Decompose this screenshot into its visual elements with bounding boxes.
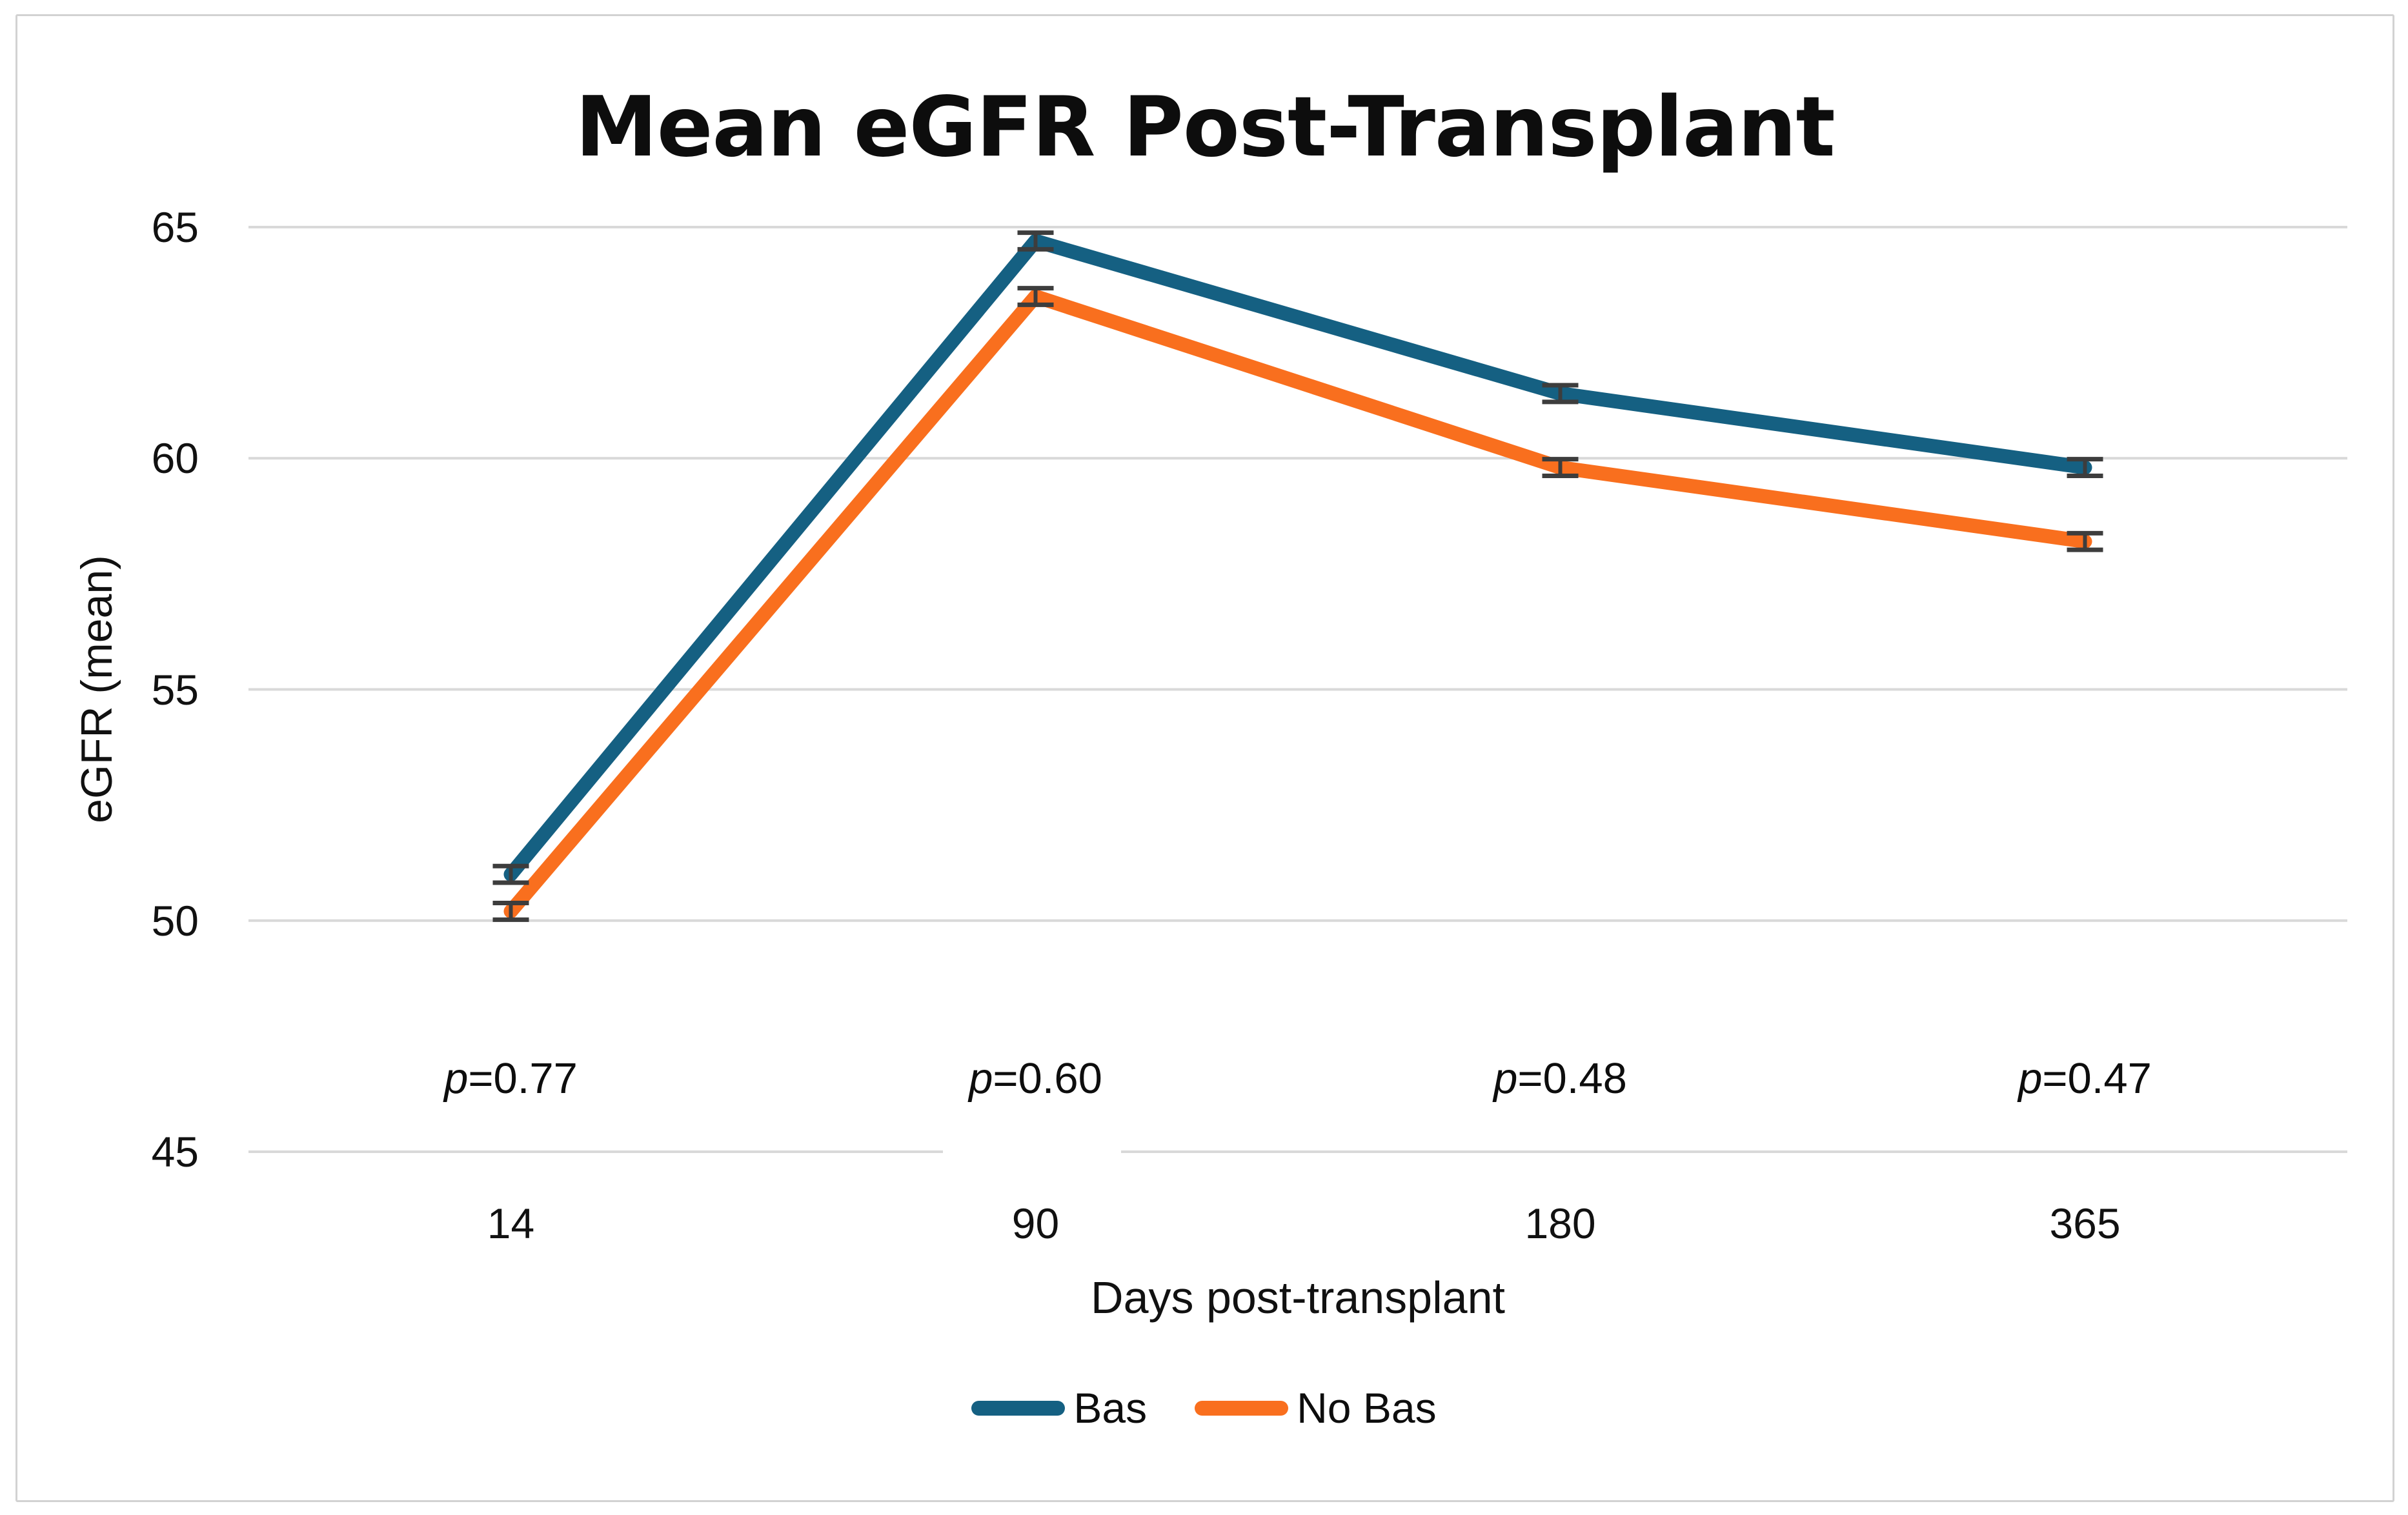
p-value-text: =0.60 (993, 1054, 1102, 1103)
chart-title: Mean eGFR Post-Transplant (575, 79, 1835, 176)
p-value-annotation-90: p=0.60 (887, 1052, 1184, 1106)
legend-item-nobas: No Bas (1195, 1382, 1437, 1434)
legend: Bas No Bas (0, 1382, 2408, 1434)
series-line-no-bas (503, 289, 2092, 919)
y-tick-label-45: 45 (151, 1128, 199, 1176)
p-value-annotation-14: p=0.77 (363, 1052, 660, 1106)
p-symbol: p (969, 1054, 993, 1103)
legend-item-bas: Bas (971, 1382, 1147, 1434)
x-tick-label-180: 180 (1524, 1199, 1596, 1247)
y-tick-label-55: 55 (151, 665, 199, 714)
x-tick-label-14: 14 (487, 1199, 535, 1247)
legend-label-nobas: No Bas (1297, 1384, 1437, 1432)
x-tick-label-365: 365 (2049, 1199, 2121, 1247)
x-axis-title: Days post-transplant (1091, 1272, 1505, 1323)
x-tick-label-90: 90 (1011, 1199, 1060, 1247)
y-tick-label-65: 65 (151, 203, 199, 251)
chart-figure: Mean eGFR Post-Transplant (15, 14, 2394, 1502)
legend-label-bas: Bas (1073, 1384, 1148, 1432)
legend-swatch-bas (971, 1400, 1066, 1416)
p-value-annotation-365: p=0.47 (1937, 1052, 2234, 1106)
p-symbol: p (2018, 1054, 2043, 1103)
series-line-bas (503, 234, 2092, 882)
p-symbol: p (444, 1054, 469, 1103)
p-symbol: p (1493, 1054, 1518, 1103)
legend-swatch-nobas (1195, 1400, 1289, 1416)
p-value-annotation-180: p=0.48 (1412, 1052, 1709, 1106)
y-tick-label-50: 50 (151, 896, 199, 945)
p-value-text: =0.47 (2042, 1054, 2152, 1103)
y-tick-label-60: 60 (151, 434, 199, 483)
p-value-text: =0.48 (1517, 1054, 1627, 1103)
p-value-text: =0.77 (468, 1054, 578, 1103)
